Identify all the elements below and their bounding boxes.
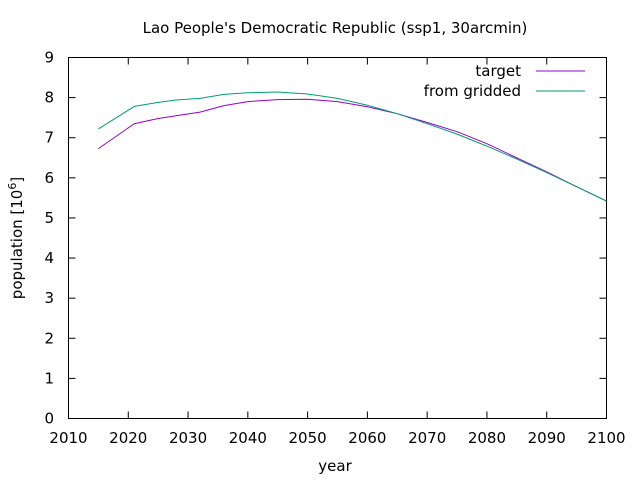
x-axis-label: year — [318, 457, 352, 475]
y-tick-label: 1 — [44, 369, 54, 387]
y-axis-label-text: population [10 — [8, 190, 26, 300]
x-tick-label: 2040 — [229, 429, 267, 447]
plot-area-border — [68, 57, 607, 419]
legend: target from gridded — [424, 62, 585, 100]
x-tick-label: 2080 — [468, 429, 506, 447]
legend-label-0: target — [475, 62, 521, 80]
y-tick-label: 0 — [44, 410, 54, 428]
y-axis-label-close: ] — [8, 177, 26, 183]
x-tick-label: 2010 — [49, 429, 87, 447]
series-line-1 — [98, 91, 607, 202]
y-tick-label: 4 — [44, 249, 54, 267]
y-tick-label: 2 — [44, 329, 54, 347]
y-tick-label: 7 — [44, 129, 54, 147]
y-axis-ticks: 0 1 2 3 4 5 6 7 8 9 — [44, 49, 607, 428]
y-tick-label: 5 — [44, 209, 54, 227]
y-tick-label: 6 — [44, 169, 54, 187]
x-tick-label: 2100 — [587, 429, 625, 447]
x-tick-label: 2090 — [528, 429, 566, 447]
y-tick-label: 8 — [44, 89, 54, 107]
y-axis-label-exponent: 6 — [6, 183, 19, 190]
chart-title: Lao People's Democratic Republic (ssp1, … — [143, 19, 528, 37]
x-tick-label: 2070 — [408, 429, 446, 447]
x-axis-ticks: 2010 2020 2030 2040 2050 2060 2070 2080 2090 2100 — [49, 57, 626, 447]
x-tick-label: 2050 — [289, 429, 327, 447]
y-axis-label: population [106] — [6, 177, 26, 299]
x-tick-label: 2020 — [109, 429, 147, 447]
y-tick-label: 3 — [44, 289, 54, 307]
x-tick-label: 2030 — [169, 429, 207, 447]
series-line-0 — [98, 98, 607, 202]
legend-label-1: from gridded — [424, 82, 521, 100]
x-tick-label: 2060 — [348, 429, 386, 447]
series-lines — [98, 91, 607, 202]
y-tick-label: 9 — [44, 49, 54, 67]
